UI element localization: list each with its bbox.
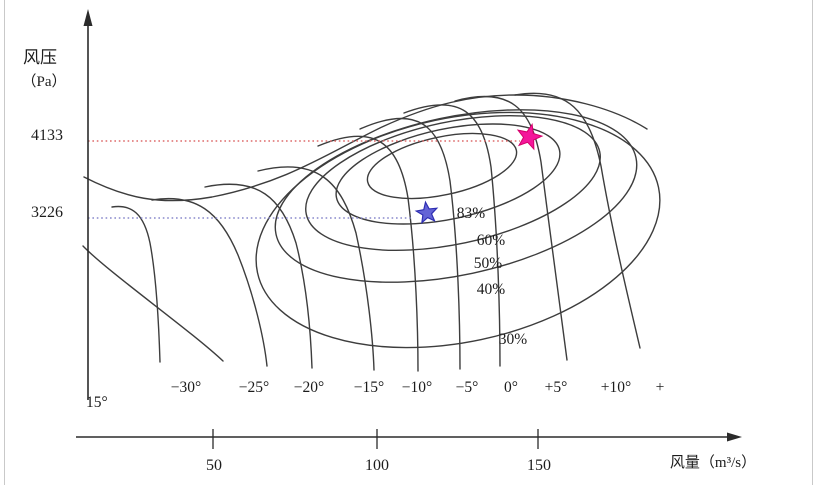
angle-label-minus-5: −5° bbox=[456, 379, 479, 396]
angle-label-plus-10: +10° bbox=[601, 379, 631, 396]
curve-minus-10 bbox=[317, 135, 419, 372]
efficiency-label-60: 60% bbox=[477, 232, 506, 249]
contour-60 bbox=[335, 123, 561, 225]
angle-label-minus-25: −25° bbox=[239, 379, 269, 396]
blue-star-marker bbox=[414, 200, 439, 225]
page-left-border bbox=[4, 0, 5, 485]
x-axis-title: 风量（m³/s） bbox=[670, 454, 756, 471]
contour-40 bbox=[274, 109, 638, 283]
angle-label-wrapped-15: 15° bbox=[86, 394, 108, 411]
efficiency-label-83: 83% bbox=[457, 205, 486, 222]
x-axis bbox=[76, 429, 742, 449]
angle-label-minus-20: −20° bbox=[294, 379, 324, 396]
curve-minus-25 bbox=[151, 197, 268, 367]
y-ref-value-low: 3226 bbox=[31, 204, 63, 221]
page-right-border bbox=[812, 0, 813, 485]
angle-label-0: 0° bbox=[504, 379, 518, 396]
y-axis-title-line2: （Pa） bbox=[21, 73, 66, 90]
efficiency-contours bbox=[255, 109, 661, 349]
curve-plus-5 bbox=[454, 95, 568, 361]
x-axis-arrow bbox=[727, 432, 742, 442]
angle-label-plus-sign: + bbox=[656, 379, 665, 396]
blade-angle-labels: −30° −25° −20° −15° −10° −5° 0° +5° +10°… bbox=[86, 379, 664, 411]
x-tick-labels: 50 100 150 bbox=[206, 457, 551, 474]
angle-label-minus-10: −10° bbox=[402, 379, 432, 396]
y-axis-title-line1: 风压 bbox=[23, 48, 57, 67]
curve-minus-5 bbox=[359, 117, 461, 370]
efficiency-label-50: 50% bbox=[474, 255, 503, 272]
y-axis-arrow bbox=[83, 9, 93, 26]
efficiency-label-40: 40% bbox=[477, 281, 506, 298]
y-axis bbox=[83, 9, 93, 400]
magenta-star-marker bbox=[516, 123, 544, 151]
contour-50 bbox=[305, 114, 601, 252]
angle-label-minus-30: −30° bbox=[171, 379, 201, 396]
curve-minus-15 bbox=[257, 166, 375, 371]
x-tick-label-50: 50 bbox=[206, 457, 222, 474]
envelope-curve bbox=[83, 94, 648, 202]
x-tick-label-150: 150 bbox=[527, 457, 551, 474]
y-ref-value-high: 4133 bbox=[31, 127, 63, 144]
curve-minus-20 bbox=[204, 183, 313, 369]
curve-minus-30 bbox=[111, 205, 161, 363]
angle-label-plus-5: +5° bbox=[545, 379, 568, 396]
contour-83 bbox=[366, 132, 518, 200]
efficiency-label-30: 30% bbox=[499, 331, 528, 348]
x-tick-label-100: 100 bbox=[365, 457, 389, 474]
efficiency-labels: 83% 60% 50% 40% 30% bbox=[457, 205, 528, 348]
curve-plus-10 bbox=[514, 92, 641, 349]
curve-0 bbox=[403, 104, 501, 367]
lower-left-contour-arc bbox=[82, 245, 224, 362]
blade-angle-curves bbox=[111, 92, 641, 372]
contour-30 bbox=[255, 111, 661, 349]
angle-label-minus-15: −15° bbox=[354, 379, 384, 396]
